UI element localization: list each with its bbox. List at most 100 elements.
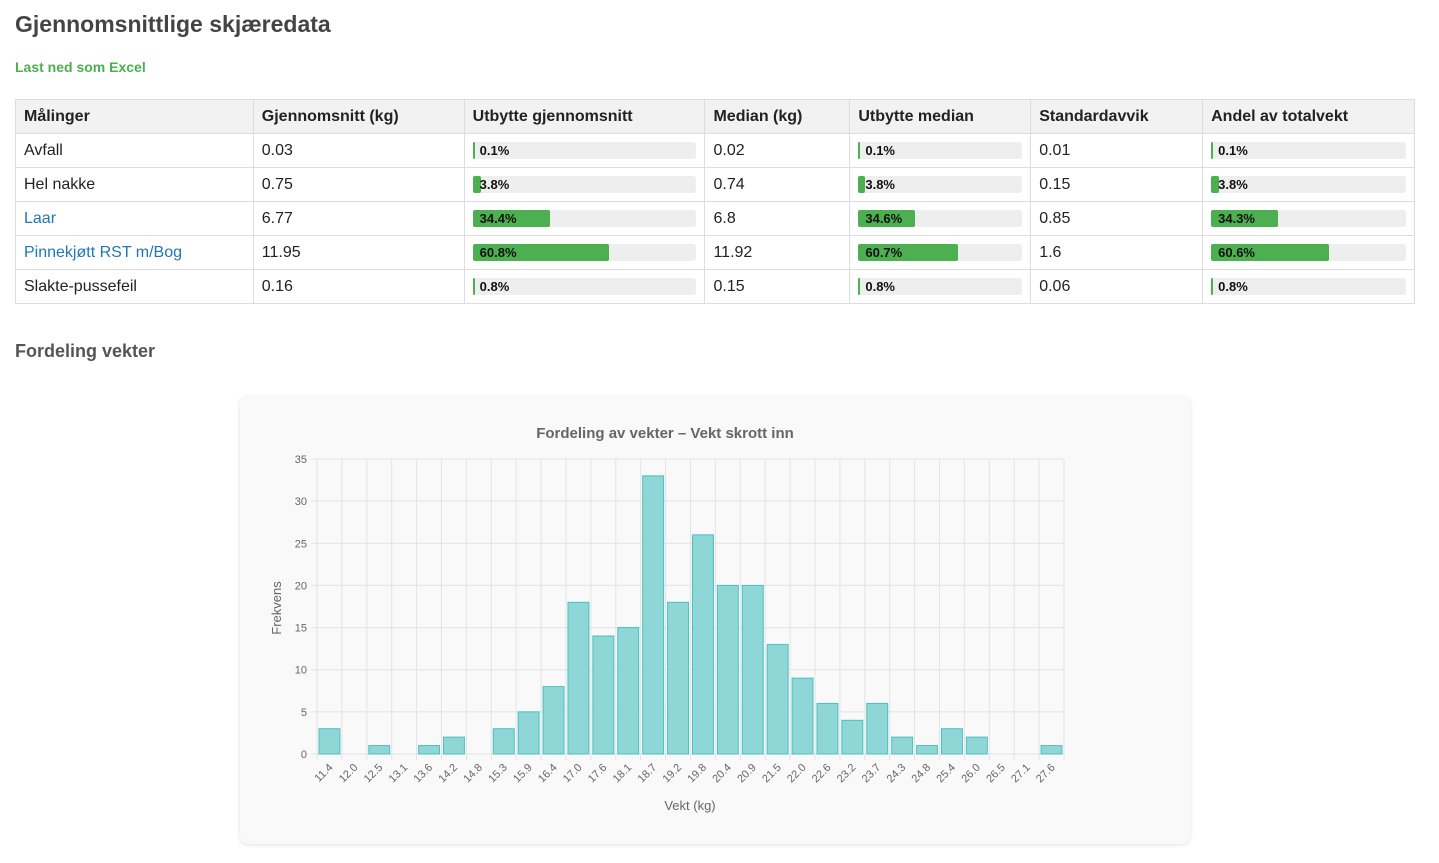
x-tick-label: 27.6 (1034, 762, 1058, 786)
x-tick-label: 21.5 (760, 762, 784, 786)
bar-fill (1211, 244, 1330, 261)
percent-cell: 0.1% (849, 133, 1032, 168)
x-tick-label: 27.1 (1009, 762, 1033, 786)
bar-track: 60.6% (1211, 244, 1406, 261)
bar-track: 34.6% (858, 210, 1023, 227)
bar (318, 728, 341, 755)
table-cell: 0.74 (704, 167, 851, 202)
x-tick-label: 17.6 (586, 762, 610, 786)
x-tick-label: 15.3 (486, 762, 510, 786)
percent-label: 3.8% (1218, 177, 1248, 192)
bar-fill (472, 278, 475, 295)
bar (517, 711, 540, 755)
column-header: Andel av totalvekt (1202, 99, 1415, 134)
download-link[interactable]: Last ned som Excel (15, 59, 146, 75)
x-tick-label: 19.2 (661, 762, 685, 786)
row-label: Slakte-pussefeil (15, 269, 254, 304)
column-header: Standardavvik (1030, 99, 1204, 134)
page-title: Gjennomsnittlige skjæredata (15, 11, 331, 37)
percent-label: 60.7% (865, 245, 903, 260)
bar-track: 0.1% (858, 142, 1023, 159)
bar-fill (1211, 278, 1213, 295)
bar (691, 534, 714, 755)
data-table: Målinger Gjennomsnitt (kg) Utbytte gjennom… (15, 99, 1415, 304)
bar-fill (858, 176, 865, 193)
x-tick-label: 16.4 (536, 762, 560, 786)
bar (841, 719, 864, 755)
y-axis-label: Frekvens (269, 581, 284, 635)
x-tick-label: 18.1 (611, 762, 635, 786)
bar-fill (858, 244, 958, 261)
bar (617, 627, 640, 755)
chart: Fordeling av vekter – Vekt skrott inn Ve… (269, 425, 1065, 813)
column-header: Utbytte median (849, 99, 1032, 134)
section-title: Fordeling vekter (15, 341, 156, 361)
bar (442, 736, 465, 755)
bar-fill (472, 176, 482, 193)
table-cell: 6.77 (252, 201, 465, 236)
x-axis-label: Vekt (kg) (664, 798, 715, 813)
percent-label: 60.6% (1218, 245, 1255, 260)
bar-fill (1211, 142, 1213, 159)
percent-label: 34.4% (479, 211, 517, 226)
percent-label: 0.1% (479, 143, 510, 158)
table-cell: 1.6 (1030, 235, 1204, 270)
x-tick-label: 14.8 (461, 762, 485, 786)
x-tick-label: 24.3 (885, 762, 909, 786)
bar-track: 3.8% (472, 176, 697, 193)
y-tick-label: 20 (295, 580, 307, 592)
table-cell: 0.15 (704, 269, 851, 304)
x-tick-label: 12.0 (337, 762, 361, 786)
bar-track: 34.3% (1211, 210, 1406, 227)
table-cell: 0.01 (1030, 133, 1204, 168)
row-label[interactable]: Pinnekjøtt RST m/Bog (15, 235, 254, 270)
table-row: Laar 6.77 34.4% 6.8 34.6% 0.85 34.3% (15, 201, 1415, 236)
bar-track: 60.8% (472, 244, 697, 261)
bar (766, 643, 789, 755)
percent-cell: 0.1% (1202, 133, 1415, 168)
percent-label: 0.8% (1218, 279, 1248, 294)
bar (667, 601, 690, 755)
x-tick-label: 23.7 (860, 762, 884, 786)
bar-fill (472, 244, 609, 261)
x-tick-label: 20.9 (735, 762, 759, 786)
bar (567, 601, 590, 755)
percent-label: 60.8% (479, 245, 517, 260)
percent-label: 3.8% (865, 177, 895, 192)
percent-cell: 0.8% (849, 269, 1032, 304)
x-tick-label: 11.4 (313, 762, 336, 785)
x-tick-label: 26.5 (984, 762, 1008, 786)
column-header: Gjennomsnitt (kg) (252, 99, 465, 134)
table-cell: 0.03 (252, 133, 465, 168)
percent-cell: 0.8% (463, 269, 706, 304)
percent-cell: 3.8% (849, 167, 1032, 202)
bar-track: 0.8% (1211, 278, 1406, 295)
y-tick-label: 0 (301, 749, 307, 761)
bar-fill (858, 142, 860, 159)
bar-track: 0.8% (858, 278, 1023, 295)
y-tick-label: 15 (295, 623, 307, 635)
table-cell: 0.15 (1030, 167, 1204, 202)
bar (891, 736, 914, 755)
y-tick-label: 5 (301, 707, 307, 719)
x-tick-label: 22.0 (785, 762, 809, 786)
percent-cell: 0.1% (463, 133, 706, 168)
percent-cell: 60.6% (1202, 235, 1415, 270)
table-cell: 0.16 (252, 269, 465, 304)
table-cell: 11.95 (252, 235, 465, 270)
bar (716, 584, 739, 755)
bar (1040, 745, 1063, 755)
chart-card: Fordeling av vekter – Vekt skrott inn Ve… (240, 396, 1190, 844)
y-tick-label: 30 (295, 496, 307, 508)
table-row: Pinnekjøtt RST m/Bog 11.95 60.8% 11.92 60.7%… (15, 235, 1415, 270)
bar (965, 736, 988, 755)
percent-cell: 0.8% (1202, 269, 1415, 304)
percent-label: 0.1% (865, 143, 895, 158)
column-header: Målinger (15, 99, 254, 134)
percent-label: 0.1% (1218, 143, 1248, 158)
table-cell: 0.06 (1030, 269, 1204, 304)
row-label[interactable]: Laar (15, 201, 254, 236)
bar (592, 635, 615, 755)
x-tick-label: 13.6 (412, 762, 436, 786)
table-row: Avfall 0.03 0.1% 0.02 0.1% 0.01 0.1% (15, 133, 1415, 168)
